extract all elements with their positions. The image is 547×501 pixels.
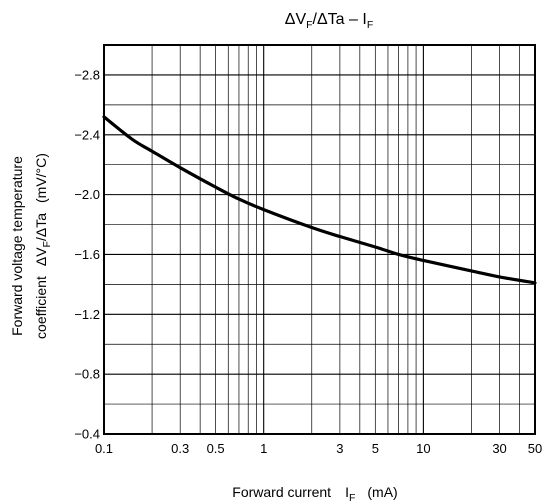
x-axis-label: Forward current IF (mA)	[232, 484, 397, 501]
y-tick-label: −2.0	[74, 187, 100, 202]
x-tick-label: 0.5	[207, 441, 225, 456]
y-tick-label: −2.4	[74, 127, 100, 142]
x-tick-label: 30	[492, 441, 506, 456]
y-tick-label: −2.8	[74, 67, 100, 82]
curve-layer	[102, 115, 537, 285]
x-tick-labels: 0.1 0.3 0.5 1 3 5 10 30 50	[95, 441, 542, 456]
x-tick-label: 0.3	[171, 441, 189, 456]
y-tick-label: −0.4	[74, 427, 100, 442]
plot-frame	[103, 44, 536, 435]
series-line	[102, 115, 537, 285]
chart-title: ΔVF/ΔTa – IF	[285, 11, 373, 31]
x-tick-label: 3	[336, 441, 343, 456]
y-tick-labels: −0.4 −0.8 −1.2 −1.6 −2.0 −2.4 −2.8	[74, 67, 100, 441]
y-axis-label-line2: coefficientΔVF/ΔTa(mV/°C)	[33, 153, 53, 339]
x-tick-label: 1	[260, 441, 267, 456]
y-tick-label: −0.8	[74, 367, 100, 382]
y-tick-label: −1.2	[74, 307, 100, 322]
y-axis-label-2: coefficientΔVF/ΔTa(mV/°C)	[33, 153, 53, 339]
x-tick-label: 5	[372, 441, 379, 456]
x-tick-label: 0.1	[95, 441, 113, 456]
y-axis-label-line1: Forward voltage temperature	[9, 156, 25, 336]
x-tick-label: 50	[528, 441, 542, 456]
grid	[104, 45, 535, 434]
y-tick-label: −1.6	[74, 247, 100, 262]
x-tick-label: 10	[416, 441, 430, 456]
y-axis-label: Forward voltage temperature	[9, 156, 25, 336]
